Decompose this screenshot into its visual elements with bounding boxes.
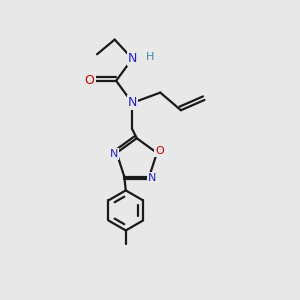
Text: N: N bbox=[110, 149, 118, 159]
Text: O: O bbox=[155, 146, 164, 156]
Text: O: O bbox=[85, 74, 94, 87]
Text: N: N bbox=[128, 52, 137, 65]
Text: H: H bbox=[146, 52, 154, 62]
Text: N: N bbox=[128, 96, 137, 110]
Text: N: N bbox=[148, 173, 156, 183]
